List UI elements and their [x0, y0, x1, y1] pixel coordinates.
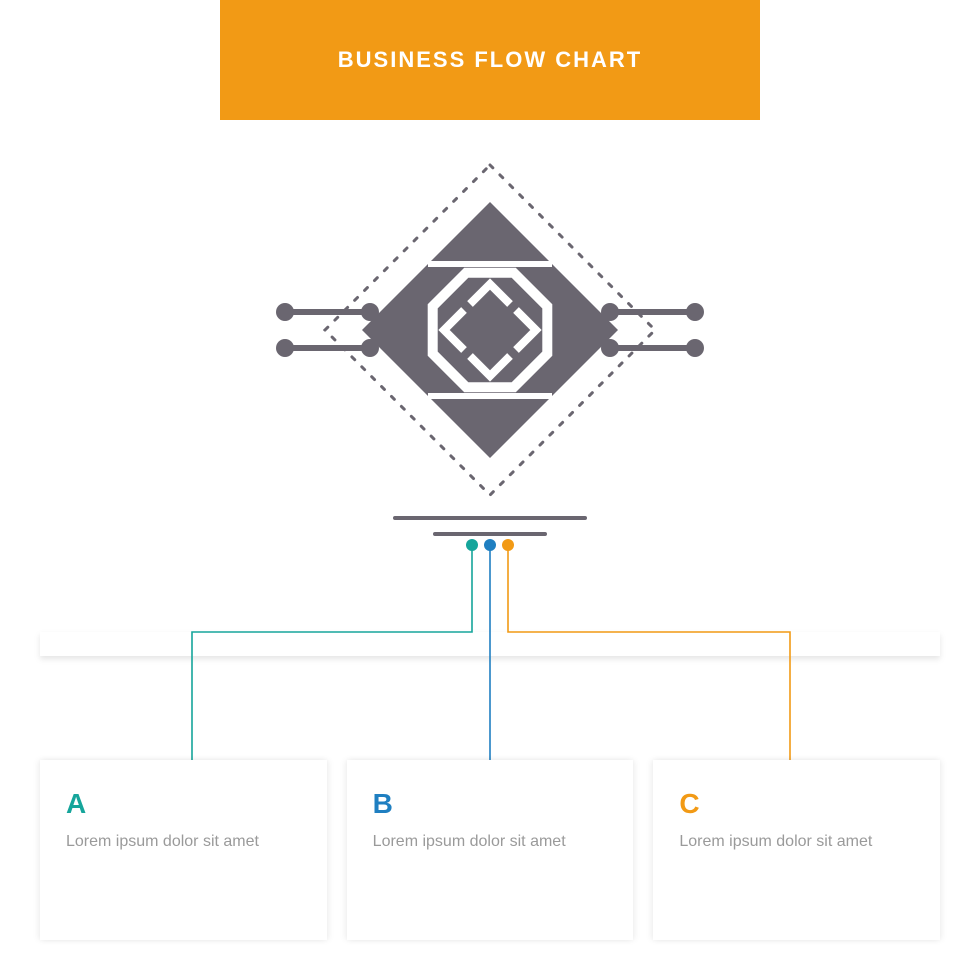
card-a: A Lorem ipsum dolor sit amet — [40, 760, 327, 940]
card-a-letter: A — [66, 788, 301, 820]
card-a-body: Lorem ipsum dolor sit amet — [66, 830, 301, 854]
card-c-body: Lorem ipsum dolor sit amet — [679, 830, 914, 854]
card-b-body: Lorem ipsum dolor sit amet — [373, 830, 608, 854]
cards-row: A Lorem ipsum dolor sit amet B Lorem ips… — [40, 760, 940, 940]
card-b: B Lorem ipsum dolor sit amet — [347, 760, 634, 940]
card-c-letter: C — [679, 788, 914, 820]
card-c: C Lorem ipsum dolor sit amet — [653, 760, 940, 940]
card-b-letter: B — [373, 788, 608, 820]
